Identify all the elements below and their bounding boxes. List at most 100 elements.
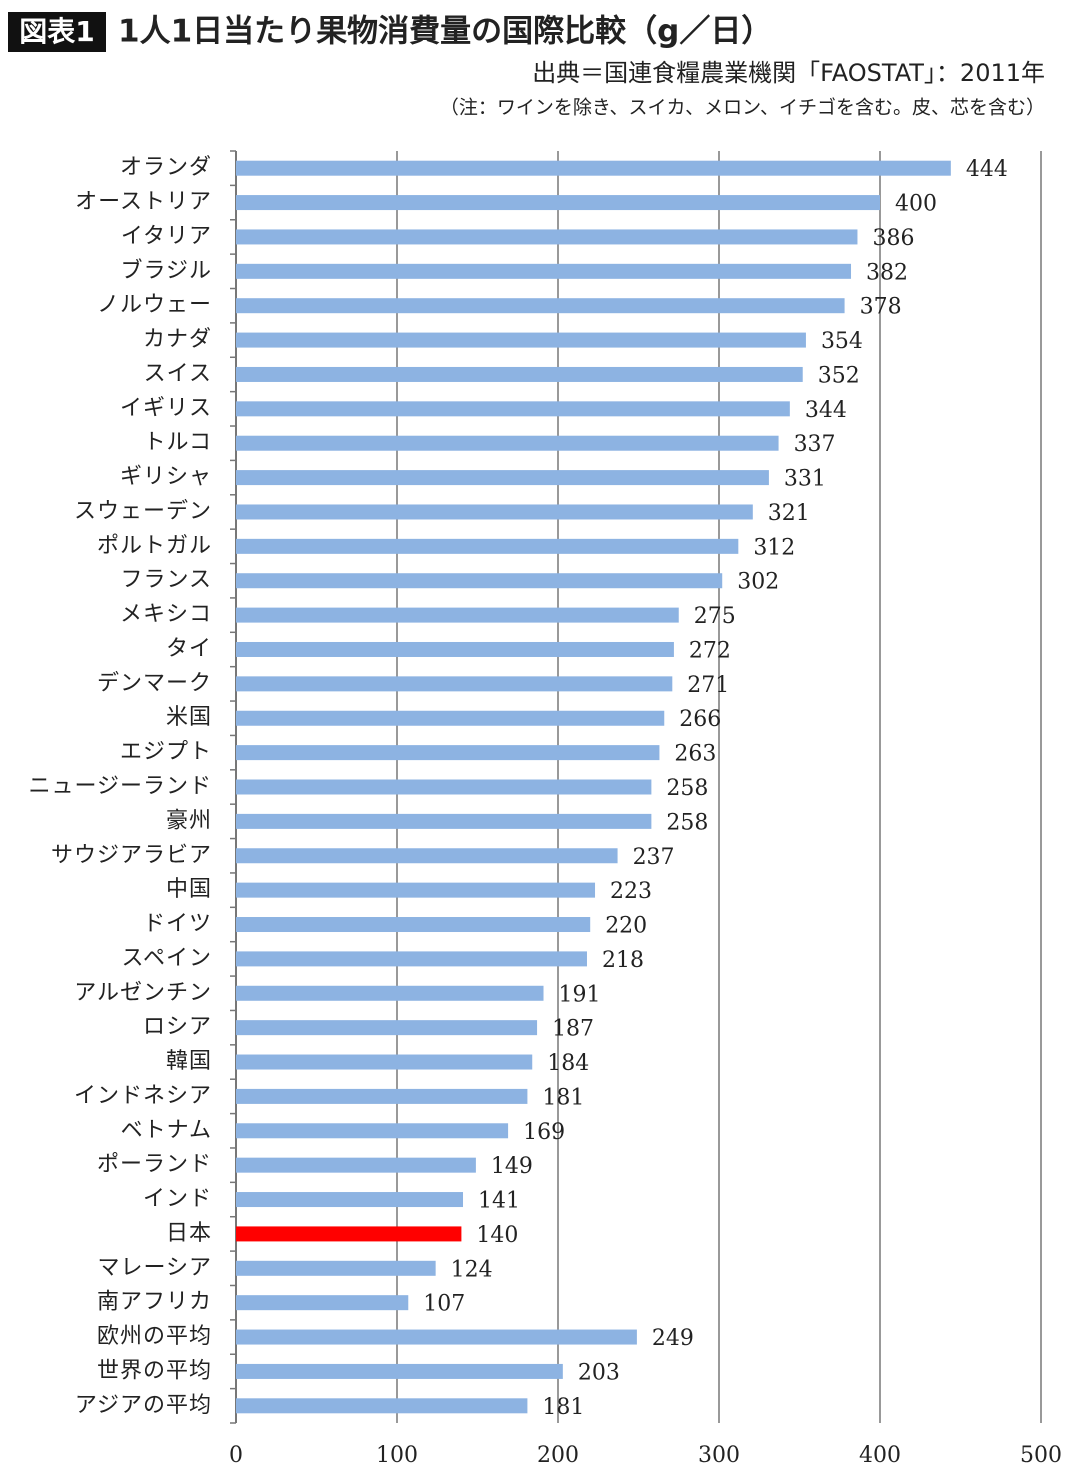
bar [236,1088,528,1104]
chart-title: 1人1日当たり果物消費量の国際比較（g／日） [118,14,772,50]
y-tick-label: サウジアラビア [51,843,212,868]
y-tick-label: エジプト [120,740,212,765]
bar [236,1157,476,1173]
note: （注：ワインを除き、スイカ、メロン、イチゴを含む。皮、芯を含む） [440,97,1045,119]
bar [236,1398,528,1414]
y-tick-label: ギリシャ [120,465,212,490]
badge-box [8,12,106,52]
bar [236,195,880,211]
value-label: 191 [559,982,601,1007]
y-tick-label: 世界の平均 [97,1358,212,1383]
value-label: 302 [737,570,779,595]
value-label: 344 [805,398,847,423]
y-tick-label: 米国 [166,705,212,730]
bar [236,332,806,348]
y-tick-label: スペイン [122,946,212,971]
bar [236,1363,563,1379]
value-label: 218 [602,948,644,973]
x-tick-label: 400 [859,1443,901,1468]
y-tick-label: 南アフリカ [97,1290,212,1315]
value-label: 124 [451,1257,493,1282]
value-label: 354 [821,329,863,354]
value-label: 258 [666,810,708,835]
value-label: 220 [605,914,647,939]
bar [236,1123,509,1139]
bar [236,985,544,1001]
value-label: 378 [860,295,902,320]
y-tick-label: ポーランド [97,1152,212,1177]
bar [236,573,723,589]
bar [236,1295,409,1311]
bar [236,470,769,486]
y-tick-label: インドネシア [74,1083,212,1108]
bar [236,917,591,933]
bar [236,1020,538,1036]
bar [236,401,790,417]
bar [236,710,665,726]
value-label: 258 [666,776,708,801]
y-tick-label: トルコ [143,430,212,455]
y-tick-label: ブラジル [120,258,212,283]
bar [236,1329,637,1345]
source: 出典＝国連食糧農業機関「FAOSTAT」：2011年 [532,59,1045,87]
value-label: 237 [633,845,675,870]
y-tick-label: フランス [120,568,212,593]
x-tick-label: 300 [698,1443,740,1468]
bar [236,366,803,382]
value-label: 271 [687,673,729,698]
y-tick-label: 韓国 [166,1049,212,1074]
y-tick-label: ポルトガル [97,533,212,558]
y-tick-label: イギリス [120,396,212,421]
bar [236,676,673,692]
y-tick-label: オーストリア [75,190,212,215]
value-label: 266 [679,707,721,732]
y-tick-label: オランダ [120,155,212,180]
value-label: 337 [794,432,836,457]
bar [236,1192,464,1208]
y-tick-label: デンマーク [97,671,212,696]
y-tick-label: メキシコ [120,602,212,627]
bar [236,504,753,520]
bar [236,848,618,864]
bar [236,779,652,795]
y-tick-label: ベトナム [121,1118,212,1143]
bar [236,229,858,245]
value-label: 352 [818,363,860,388]
y-tick-label: ドイツ [143,912,212,937]
y-tick-label: スイス [144,361,212,386]
y-tick-label: アルゼンチン [74,980,212,1005]
bar [236,435,779,451]
value-label: 312 [753,535,795,560]
bar [236,538,739,554]
value-label: 400 [895,192,937,217]
value-label: 249 [652,1326,694,1351]
value-label: 275 [694,604,736,629]
value-label: 187 [552,1017,594,1042]
x-tick-label: 200 [537,1443,579,1468]
value-label: 321 [768,501,810,526]
value-label: 386 [872,226,914,251]
y-tick-label: マレーシア [97,1255,212,1280]
value-label: 169 [523,1120,565,1145]
x-tick-label: 0 [229,1443,243,1468]
y-tick-label: イタリア [121,224,212,249]
bar [236,813,652,829]
bar [236,1260,436,1276]
y-tick-label: 日本 [166,1221,212,1246]
value-label: 107 [423,1292,465,1317]
y-tick-label: タイ [166,636,212,661]
bar [236,607,679,623]
value-label: 203 [578,1360,620,1385]
bar [236,263,852,279]
y-tick-label: 中国 [166,877,212,902]
value-label: 181 [542,1395,584,1420]
y-tick-label: ロシア [143,1015,212,1040]
bar [236,160,951,176]
bar [236,951,587,967]
badge: 図表1 [19,15,94,48]
bar [236,882,596,898]
value-label: 444 [966,157,1008,182]
value-label: 272 [689,638,731,663]
y-tick-label: スウェーデン [74,499,212,524]
y-tick-label: 欧州の平均 [97,1324,212,1349]
